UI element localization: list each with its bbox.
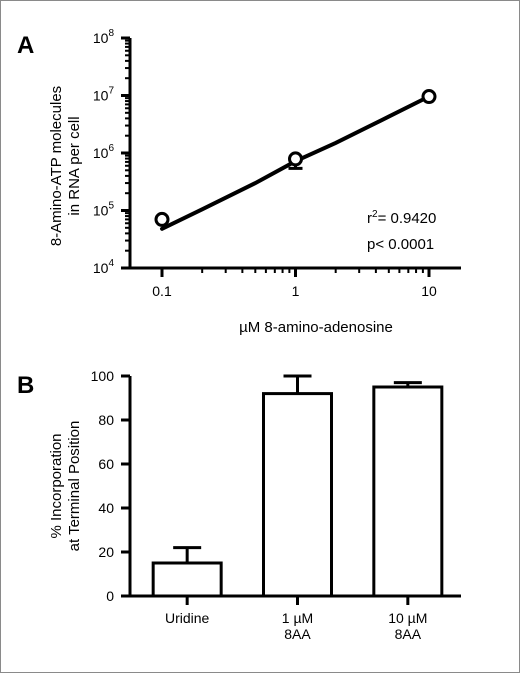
panel-a-y-tick-label: 108 [93,28,115,46]
panel-a-y-tick-base: 10 [93,88,109,104]
panel-a-r2-value: = 0.9420 [378,210,437,227]
panel-a-y-tick-exp: 5 [108,201,114,212]
panel-b-ylabel-line1: % Incorporation [48,433,65,538]
panel-a-y-tick-exp: 8 [108,28,114,39]
panel-b-bar [372,385,444,598]
panel-a-y-tick-exp: 6 [108,143,114,154]
panel-b-y-tick-label: 0 [106,588,114,604]
panel-b-y-tick-label: 60 [98,456,114,472]
panel-a-ylabel-line1: 8-Amino-ATP molecules [48,86,65,246]
panel-a-xlabel: µM 8-amino-adenosine [239,319,393,336]
panel-b-bar [262,392,333,598]
panel-b-bar [151,561,223,598]
panel-a-x-tick-label: 0.1 [152,283,172,299]
panel-a-x-tick-label: 1 [292,283,300,299]
panel-a-r2-sup: 2 [372,209,378,220]
panel-a-y-tick-base: 10 [93,145,109,161]
panel-a-y-tick-base: 10 [93,30,109,46]
panel-a-y-tick-label: 105 [93,201,115,219]
panel-b-ylabel: % Incorporation at Terminal Position [48,421,83,552]
panel-b-y-tick-label: 20 [98,544,114,560]
panel-a-ylabel: 8-Amino-ATP molecules in RNA per cell [48,86,83,246]
panel-a-y-tick-label: 104 [93,258,115,276]
panel-a-p-annotation: p< 0.0001 [367,236,434,253]
panel-a-y-tick-base: 10 [93,203,109,219]
panel-b-category-label: 10 µM [388,610,427,626]
panel-b-category-label: 8AA [284,626,311,642]
panel-b-category-label: 8AA [395,626,422,642]
panel-b-letter: B [17,372,34,399]
panel-b-category-label: Uridine [165,610,210,626]
panel-b-ylabel-line2: at Terminal Position [66,421,83,552]
panel-a-y-tick-exp: 4 [108,258,114,269]
panel-a-y-tick-label: 107 [93,86,115,104]
panel-a-data-point [288,151,303,167]
panel-a-ylabel-line2: in RNA per cell [66,116,83,215]
panel-a-letter: A [17,32,34,59]
panel-a-data-point [421,89,437,105]
panel-a-x-tick-label: 10 [421,283,437,299]
panel-a-data-point [154,211,170,227]
panel-a-y-tick-label: 106 [93,143,115,161]
panel-a-y-tick-base: 10 [93,260,109,276]
panel-a-r2-prefix: r [367,210,372,227]
panel-b-category-label: 1 µM [282,610,313,626]
panel-b-y-tick-label: 80 [98,412,114,428]
panel-a-r2-annotation: r2= 0.9420 [367,209,436,227]
panel-a-y-tick-exp: 7 [108,86,114,97]
panel-b-y-tick-label: 40 [98,500,114,516]
panel-b-y-tick-label: 100 [91,368,115,384]
